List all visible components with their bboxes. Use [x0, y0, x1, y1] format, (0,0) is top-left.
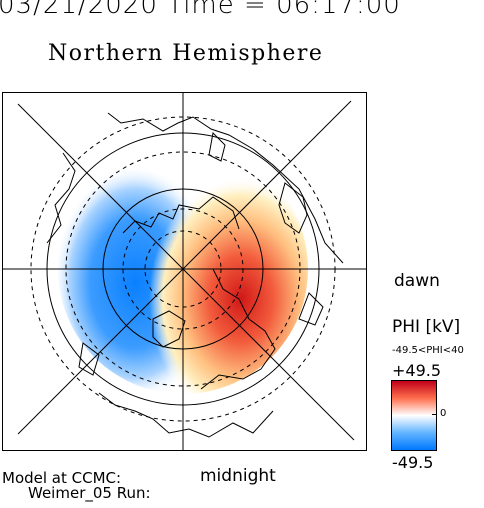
dawn-label: dawn — [394, 271, 440, 291]
colorbar-min-label: -49.5 — [392, 453, 434, 472]
footer-model: Model at CCMC: — [2, 469, 122, 487]
polar-map-svg — [3, 93, 366, 450]
colorbar-zero-label: 0 — [440, 408, 447, 419]
colorbar-title: PHI [kV] — [392, 317, 461, 337]
coastlines — [46, 112, 344, 438]
colorbar-range: -49.5<PHI<40 — [392, 345, 464, 356]
footer-run: Weimer_05 Run: — [28, 484, 151, 502]
header-datetime: 03/21/2020 Time = 06:17:00 — [0, 0, 401, 20]
midnight-label: midnight — [200, 466, 276, 486]
colorbar-max-label: +49.5 — [392, 361, 442, 380]
plot-title: Northern Hemisphere — [48, 41, 324, 66]
colorbar — [391, 380, 437, 451]
meridians — [3, 93, 366, 450]
potential-pattern — [58, 165, 308, 394]
colorbar-zero-tick — [432, 414, 437, 415]
polar-map — [2, 92, 367, 451]
